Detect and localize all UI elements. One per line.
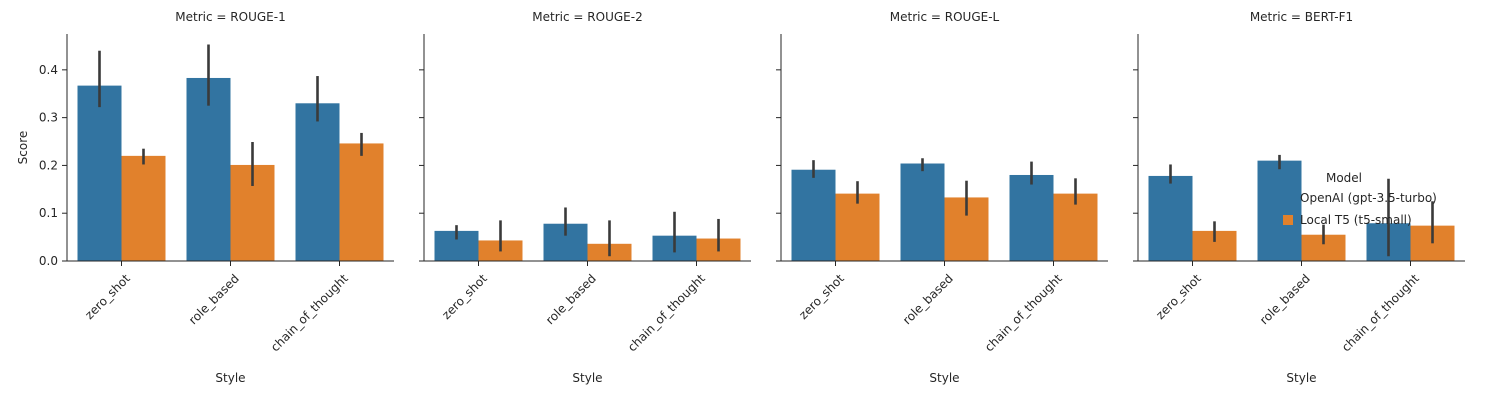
y-tick-label: 0.4: [39, 63, 58, 77]
bar: [295, 103, 340, 261]
x-tick-label: zero_shot: [796, 271, 847, 322]
x-tick-label: chain_of_thought: [625, 271, 708, 354]
legend-entry: Local T5 (t5-small): [1300, 213, 1412, 227]
facet-title: Metric = ROUGE-2: [532, 10, 642, 24]
bar: [1257, 160, 1302, 261]
facet-title: Metric = BERT-F1: [1250, 10, 1353, 24]
x-tick-label: role_based: [900, 271, 956, 327]
bar: [339, 143, 384, 261]
bar: [900, 163, 945, 261]
y-tick-label: 0.1: [39, 206, 58, 220]
x-axis-label: Style: [1286, 371, 1316, 385]
y-tick-label: 0.2: [39, 158, 58, 172]
x-tick-label: zero_shot: [439, 271, 490, 322]
x-tick-label: chain_of_thought: [268, 271, 351, 354]
x-axis-label: Style: [572, 371, 602, 385]
bar: [186, 77, 231, 262]
y-tick-label: 0.3: [39, 111, 58, 125]
bar: [835, 193, 880, 261]
x-tick-label: chain_of_thought: [982, 271, 1065, 354]
x-tick-label: chain_of_thought: [1339, 271, 1422, 354]
legend-title: Model: [1326, 171, 1362, 185]
x-tick-label: role_based: [1257, 271, 1313, 327]
y-axis-label: Score: [16, 131, 30, 165]
facet-title: Metric = ROUGE-1: [175, 10, 285, 24]
legend-swatch: [1283, 193, 1293, 203]
x-axis-label: Style: [215, 371, 245, 385]
bar: [1148, 175, 1193, 261]
x-tick-label: role_based: [186, 271, 242, 327]
bar: [121, 155, 166, 261]
bar: [1009, 174, 1054, 261]
bar: [791, 169, 836, 261]
facet-title: Metric = ROUGE-L: [890, 10, 1000, 24]
bar: [1053, 193, 1098, 261]
legend-entry: OpenAI (gpt-3.5-turbo): [1300, 191, 1437, 205]
legend-swatch: [1283, 215, 1293, 225]
x-tick-label: zero_shot: [1153, 271, 1204, 322]
x-tick-label: role_based: [543, 271, 599, 327]
bar: [77, 85, 122, 261]
x-axis-label: Style: [929, 371, 959, 385]
x-tick-label: zero_shot: [82, 271, 133, 322]
y-tick-label: 0.0: [39, 254, 58, 268]
